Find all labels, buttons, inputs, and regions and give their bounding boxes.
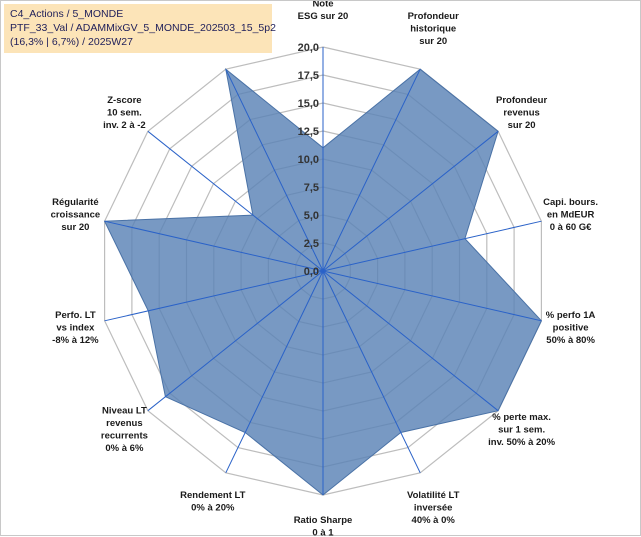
axis-line xyxy=(147,270,324,412)
tick-label: 20,0 xyxy=(298,42,319,54)
tick-label: 0,0 xyxy=(304,266,319,278)
category-label: Ratio Sharpe 0 à 1 xyxy=(294,515,353,537)
category-label: Perfo. LT vs index -8% à 12% xyxy=(52,310,99,346)
axis-line xyxy=(147,130,324,272)
category-label: Profondeur historique sur 20 xyxy=(408,11,459,47)
axis-line xyxy=(322,270,421,474)
axis-line xyxy=(322,68,421,272)
axis-line xyxy=(322,270,499,412)
tick-label: 12,5 xyxy=(298,126,319,138)
tick-label: 5,0 xyxy=(304,210,319,222)
tick-label: 7,5 xyxy=(304,182,319,194)
tick-label: 15,0 xyxy=(298,98,319,110)
category-label: Rendement LT 0% à 20% xyxy=(180,490,245,514)
chart-title-box: C4_Actions / 5_MONDE PTF_33_Val / ADAMMi… xyxy=(4,4,276,53)
tick-label: 2,5 xyxy=(304,238,319,250)
axis-line xyxy=(225,68,324,272)
title-line-3: (16,3% | 6,7%) / 2025W27 xyxy=(10,36,133,48)
axis-line xyxy=(322,130,499,272)
category-label: Capi. bours. en MdEUR 0 à 60 G€ xyxy=(543,197,598,233)
axis-line xyxy=(322,220,542,272)
axis-line xyxy=(104,270,324,322)
axis-line xyxy=(225,270,324,474)
category-label: Note ESG sur 20 xyxy=(298,1,349,22)
category-label: Volatilité LT inversée 40% à 0% xyxy=(407,490,460,526)
title-line-2: PTF_33_Val / ADAMMixGV_5_MONDE_202503_15… xyxy=(10,22,276,34)
tick-label: 10,0 xyxy=(298,154,319,166)
category-label: % perte max. sur 1 sem. inv. 50% à 20% xyxy=(488,412,555,448)
title-line-1: C4_Actions / 5_MONDE xyxy=(10,8,124,20)
tick-label: 17,5 xyxy=(298,70,319,82)
category-label: Niveau LT revenus recurrents 0% à 6% xyxy=(101,406,148,455)
axis-line xyxy=(104,220,324,272)
category-label: % perfo 1A positive 50% à 80% xyxy=(546,310,596,346)
category-label: Régularité croissance sur 20 xyxy=(51,197,101,233)
category-label: Profondeur revenus sur 20 xyxy=(496,95,547,131)
category-label: Z-score 10 sem. inv. 2 à -2 xyxy=(103,95,146,131)
axis-line xyxy=(322,270,542,322)
